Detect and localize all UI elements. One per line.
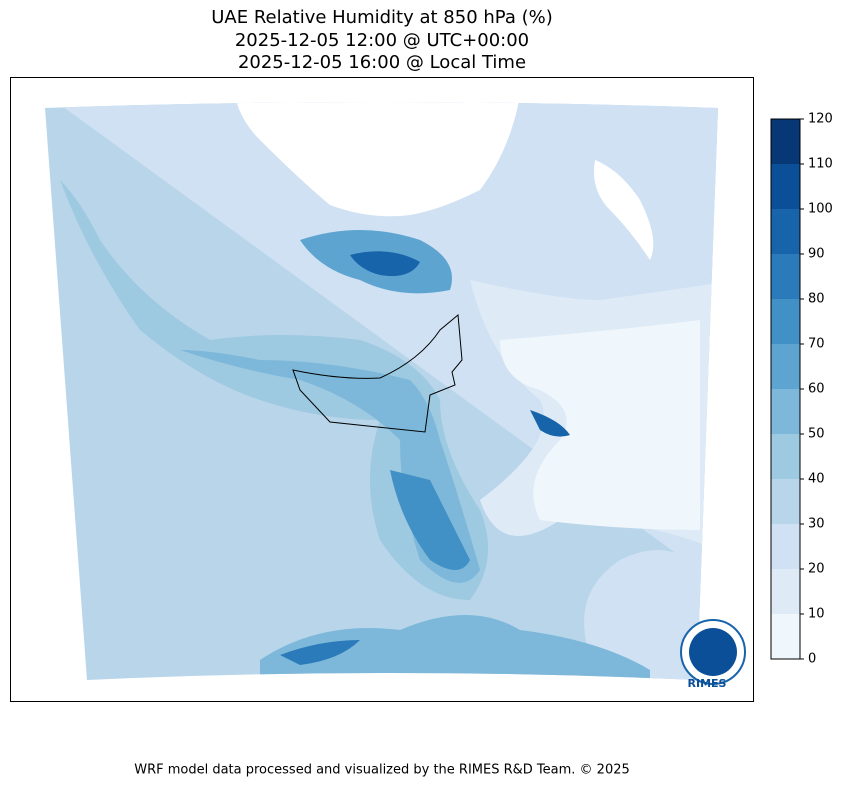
field-band bbox=[60, 180, 488, 600]
colorbar-tick-label: 80 bbox=[808, 292, 825, 307]
colorbar-tick-label: 70 bbox=[808, 337, 825, 352]
logo-disc bbox=[689, 628, 737, 676]
colorbar-level bbox=[771, 299, 800, 344]
missing-data bbox=[594, 160, 654, 260]
colorbar-level bbox=[771, 524, 800, 569]
title-line: UAE Relative Humidity at 850 hPa (%) bbox=[211, 7, 552, 28]
field-band bbox=[260, 615, 650, 680]
colorbar-tick-label: 20 bbox=[808, 562, 825, 577]
colorbar-level bbox=[771, 254, 800, 299]
colorbar-tick-label: 40 bbox=[808, 472, 825, 487]
title-line: 2025-12-05 12:00 @ UTC+00:00 bbox=[235, 30, 529, 51]
colorbar-tick-label: 90 bbox=[808, 247, 825, 262]
colorbar-level bbox=[771, 344, 800, 389]
field-band bbox=[530, 410, 570, 437]
humidity-field bbox=[45, 102, 718, 680]
colorbar-level bbox=[771, 479, 800, 524]
field-band bbox=[390, 470, 470, 570]
colorbar-tick-label: 60 bbox=[808, 382, 825, 397]
colorbar-level bbox=[771, 569, 800, 614]
colorbar-level bbox=[771, 434, 800, 479]
colorbar-level bbox=[771, 209, 800, 254]
colorbar-tick-label: 30 bbox=[808, 517, 825, 532]
colorbar-tick-label: 100 bbox=[808, 202, 833, 217]
colorbar-tick-label: 120 bbox=[808, 112, 833, 127]
colorbar-level bbox=[771, 164, 800, 209]
logo: RIMES bbox=[680, 619, 746, 690]
colorbar-tick-label: 10 bbox=[808, 607, 825, 622]
colorbar-tick-label: 110 bbox=[808, 157, 833, 172]
colorbar-level bbox=[771, 389, 800, 434]
field-band bbox=[280, 640, 360, 665]
missing-data bbox=[235, 102, 520, 217]
logo-text: RIMES bbox=[688, 677, 727, 690]
colorbar-tick-label: 0 bbox=[808, 652, 816, 667]
field-band bbox=[180, 350, 480, 583]
field-band bbox=[350, 251, 420, 277]
colorbar: 0 10 20 30 40 50 60 70 80 90 100 110 120 bbox=[770, 112, 833, 667]
field-band bbox=[45, 102, 718, 680]
colorbar-tick-label: 50 bbox=[808, 427, 825, 442]
footer: WRF model data processed and visualized … bbox=[134, 763, 630, 778]
field-band bbox=[500, 320, 700, 530]
title-line: 2025-12-05 16:00 @ Local Time bbox=[238, 52, 526, 73]
colorbar-level bbox=[771, 614, 800, 659]
colorbar-level bbox=[771, 119, 800, 164]
country-border bbox=[292, 314, 463, 433]
